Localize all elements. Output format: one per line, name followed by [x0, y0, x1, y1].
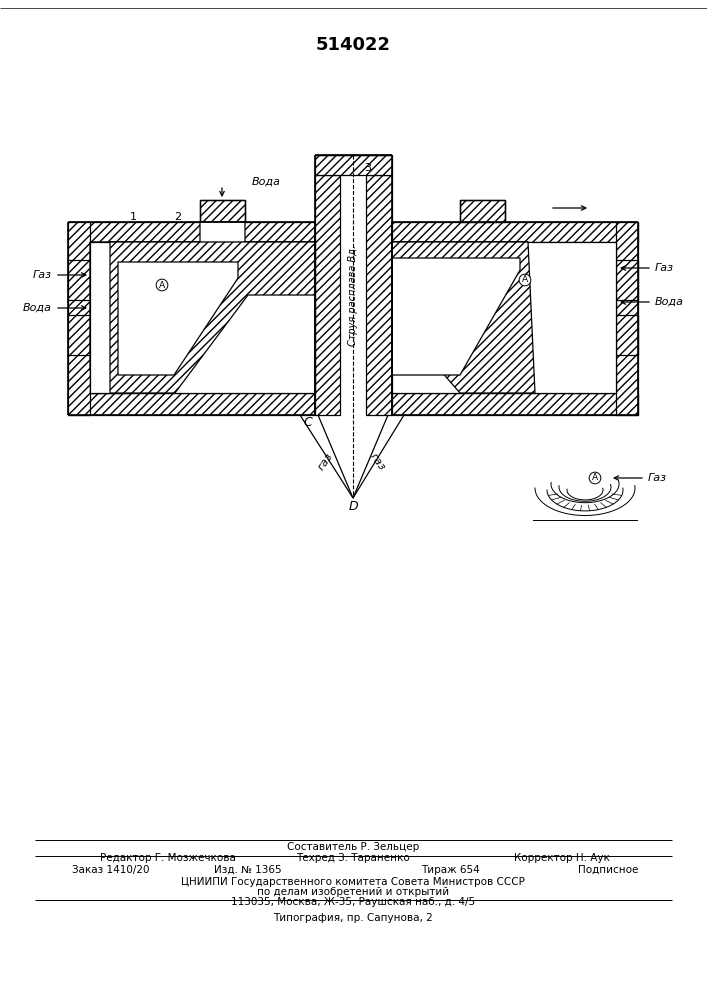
Polygon shape [392, 242, 535, 393]
Text: 514022: 514022 [315, 36, 390, 54]
Polygon shape [68, 222, 90, 415]
Polygon shape [68, 393, 315, 415]
Polygon shape [110, 242, 315, 393]
Polygon shape [68, 260, 90, 300]
Polygon shape [90, 242, 315, 393]
Text: газ: газ [368, 452, 387, 472]
Text: A: A [592, 474, 598, 483]
Polygon shape [616, 222, 638, 415]
Polygon shape [392, 393, 638, 415]
Polygon shape [315, 175, 340, 415]
Text: C: C [303, 416, 312, 428]
Polygon shape [315, 155, 392, 175]
Text: Техред З. Тараненко: Техред З. Тараненко [296, 853, 410, 863]
Text: Вода: Вода [23, 303, 52, 313]
Text: Струя расплава Вд.: Струя расплава Вд. [348, 244, 358, 346]
Polygon shape [68, 222, 315, 242]
Text: ЦНИИПИ Государственного комитета Совета Министров СССР: ЦНИИПИ Государственного комитета Совета … [181, 877, 525, 887]
Polygon shape [392, 258, 520, 375]
Text: по делам изобретений и открытий: по делам изобретений и открытий [257, 887, 449, 897]
Polygon shape [392, 222, 638, 242]
Polygon shape [200, 200, 245, 222]
Text: Редактор Г. Мозжечкова: Редактор Г. Мозжечкова [100, 853, 236, 863]
Polygon shape [616, 260, 638, 300]
Text: Корректор Н. Аук: Корректор Н. Аук [514, 853, 610, 863]
Text: Вода: Вода [655, 297, 684, 307]
Text: A: A [159, 280, 165, 290]
Text: A: A [522, 275, 528, 284]
Polygon shape [366, 175, 392, 415]
Polygon shape [568, 370, 608, 393]
Polygon shape [392, 242, 528, 295]
Text: 3: 3 [365, 163, 371, 173]
Text: Подписное: Подписное [578, 865, 638, 875]
Text: D: D [348, 500, 358, 514]
Polygon shape [68, 315, 90, 355]
Polygon shape [90, 222, 315, 393]
Polygon shape [118, 262, 238, 375]
Polygon shape [392, 295, 535, 393]
Polygon shape [110, 260, 245, 365]
Text: Газ: Газ [33, 270, 52, 280]
Polygon shape [392, 242, 535, 393]
Polygon shape [460, 200, 505, 222]
Text: газ: газ [315, 452, 334, 472]
Text: Составитель Р. Зельцер: Составитель Р. Зельцер [287, 842, 419, 852]
Text: Типография, пр. Сапунова, 2: Типография, пр. Сапунова, 2 [273, 913, 433, 923]
Polygon shape [90, 370, 130, 393]
Text: 113035, Москва, Ж-35, Раушская наб., д. 4/5: 113035, Москва, Ж-35, Раушская наб., д. … [231, 897, 475, 907]
Text: Газ: Газ [648, 473, 667, 483]
Text: 2: 2 [175, 212, 182, 222]
Text: Изд. № 1365: Изд. № 1365 [214, 865, 282, 875]
Polygon shape [110, 242, 315, 393]
Polygon shape [616, 315, 638, 355]
Text: Заказ 1410/20: Заказ 1410/20 [72, 865, 149, 875]
Text: Тираж 654: Тираж 654 [421, 865, 479, 875]
Text: Вода: Вода [252, 177, 281, 187]
Text: Газ: Газ [655, 263, 674, 273]
Polygon shape [392, 242, 616, 393]
Text: 1: 1 [129, 212, 136, 222]
